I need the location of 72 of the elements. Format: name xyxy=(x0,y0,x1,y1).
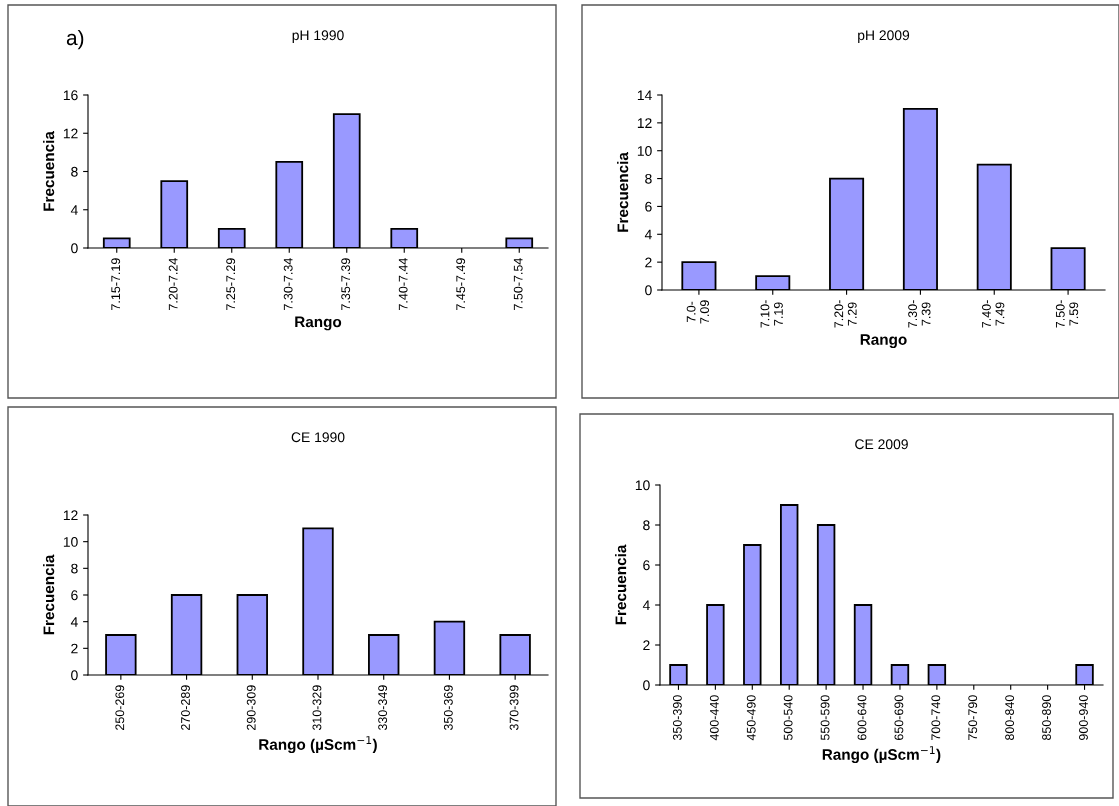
x-tick-label: 800-840 xyxy=(1005,695,1015,741)
y-axis-title: Frecuencia xyxy=(43,131,55,211)
x-tick-label: 7.40- 7.49 xyxy=(982,300,1005,328)
y-tick-label: 4 xyxy=(70,205,78,215)
y-axis-title: Frecuencia xyxy=(615,544,627,625)
chart-title: CE 2009 xyxy=(855,439,908,450)
y-tick-label: 6 xyxy=(645,201,652,212)
y-tick-label: 8 xyxy=(71,166,78,177)
x-tick-label: 550-590 xyxy=(820,695,830,741)
y-tick-label: 16 xyxy=(63,90,78,101)
y-tick-label: 12 xyxy=(637,118,652,128)
x-tick-label: 350-369 xyxy=(443,685,453,731)
y-tick-label: 12 xyxy=(63,510,78,521)
x-tick-label: 500-540 xyxy=(783,695,793,741)
x-axis-title: Rango (µScm$^{−1}$) xyxy=(822,746,941,764)
x-tick-label: 7.35-7.39 xyxy=(341,258,351,310)
x-tick-label: 7.50- 7.59 xyxy=(1055,300,1079,328)
x-tick-label: 370-399 xyxy=(509,685,519,731)
x-tick-label: 330-349 xyxy=(378,685,388,731)
y-tick-label: 12 xyxy=(63,128,78,139)
x-tick-label: 400-440 xyxy=(709,695,719,741)
x-tick-label: 450-490 xyxy=(746,695,756,741)
y-tick-label: 0 xyxy=(645,285,652,296)
y-tick-label: 4 xyxy=(644,229,652,240)
x-tick-label: 7.50-7.54 xyxy=(513,258,523,310)
y-tick-label: 8 xyxy=(645,173,652,184)
x-tick-label: 850-890 xyxy=(1042,695,1051,741)
y-tick-label: 2 xyxy=(643,640,650,651)
x-axis-title: Rango xyxy=(860,334,907,349)
y-tick-label: 2 xyxy=(71,643,78,654)
x-tick-label: 7.20- 7.29 xyxy=(834,300,857,328)
x-tick-label: 7.0- 7.09 xyxy=(686,300,709,324)
y-tick-label: 2 xyxy=(645,257,652,268)
text: a) xyxy=(66,29,84,50)
x-tick-label: 7.15-7.19 xyxy=(111,258,121,310)
x-axis-title: Rango xyxy=(295,316,342,331)
x-tick-label: 900-940 xyxy=(1079,695,1088,741)
x-tick-label: 310-329 xyxy=(312,685,322,731)
x-tick-label: 7.30- 7.39 xyxy=(908,300,931,328)
x-tick-label: 750-790 xyxy=(968,695,978,740)
y-tick-label: 6 xyxy=(71,590,78,601)
x-tick-label: 7.30-7.34 xyxy=(283,258,293,310)
y-tick-label: 14 xyxy=(637,90,652,101)
y-axis-title: Frecuencia xyxy=(617,152,629,232)
x-tick-label: 7.20-7.24 xyxy=(168,258,178,310)
x-tick-label: 7.45-7.49 xyxy=(456,258,466,310)
y-tick-label: 0 xyxy=(71,670,78,681)
y-tick-label: 8 xyxy=(71,563,78,574)
y-tick-label: 8 xyxy=(643,520,650,531)
y-tick-label: 10 xyxy=(635,480,650,491)
x-tick-label: 7.40-7.44 xyxy=(398,258,408,310)
x-tick-label: 250-269 xyxy=(115,685,125,730)
x-axis-title: Rango (µScm$^{−1}$) xyxy=(259,736,377,754)
y-tick-label: 10 xyxy=(63,537,78,547)
x-tick-label: 7.10- 7.19 xyxy=(760,300,783,328)
y-tick-label: 0 xyxy=(643,680,650,691)
x-tick-label: 290-309 xyxy=(246,685,256,730)
x-tick-label: 700-740 xyxy=(931,695,941,740)
x-tick-label: 650-690 xyxy=(894,695,904,740)
chart-title: pH 1990 xyxy=(292,30,344,43)
y-tick-label: 4 xyxy=(70,617,78,627)
x-tick-label: 350-390 xyxy=(672,695,682,741)
y-tick-label: 0 xyxy=(71,243,78,254)
y-tick-label: 6 xyxy=(643,560,650,571)
y-tick-label: 10 xyxy=(637,146,652,156)
y-tick-label: 4 xyxy=(642,600,650,611)
chart-title: CE 1990 xyxy=(291,432,345,443)
x-tick-label: 7.25-7.29 xyxy=(226,258,236,310)
x-tick-label: 600-640 xyxy=(857,695,867,740)
y-axis-title: Frecuencia xyxy=(43,554,55,635)
x-tick-label: 270-289 xyxy=(181,685,190,730)
chart-title: pH 2009 xyxy=(858,30,910,43)
